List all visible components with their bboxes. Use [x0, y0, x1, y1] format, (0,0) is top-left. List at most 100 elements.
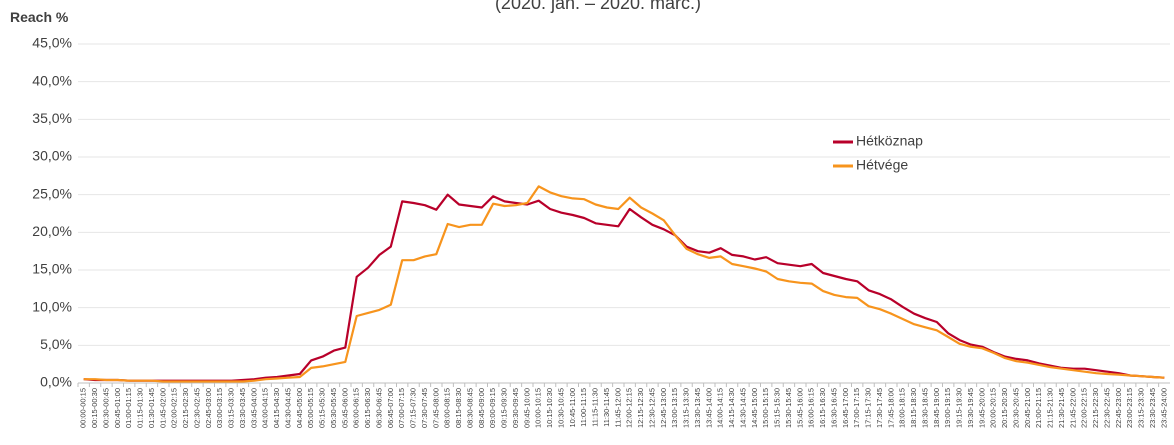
x-tick-label: 13:15-13:30 — [682, 388, 691, 428]
x-tick-label: 10:45-11:00 — [568, 388, 577, 427]
x-tick-label: 01:45-02:00 — [158, 388, 167, 428]
x-tick-label: 11:15-11:30 — [591, 388, 600, 427]
x-tick-label: 04:00-04:15 — [261, 388, 270, 428]
x-tick-label: 17:15-17:30 — [864, 388, 873, 428]
series-line — [83, 193, 1165, 382]
x-tick-label: 01:30-01:45 — [147, 388, 156, 428]
x-tick-label: 10:00-10:15 — [534, 388, 543, 428]
x-tick-label: 22:00-22:15 — [1080, 388, 1089, 428]
x-tick-label: 02:30-02:45 — [192, 388, 201, 428]
y-tick-label: 0,0% — [40, 374, 72, 390]
x-tick-label: 00:00-00:15 — [79, 388, 88, 428]
y-tick-label: 10,0% — [32, 298, 72, 314]
x-tick-label: 03:15-03:30 — [227, 388, 236, 428]
x-tick-label: 18:45-19:00 — [932, 388, 941, 428]
x-tick-label: 12:15-12:30 — [636, 388, 645, 428]
x-tick-label: 08:45-09:00 — [477, 388, 486, 428]
x-tick-label: 14:30-14:45 — [738, 388, 747, 428]
x-tick-label: 04:45-05:00 — [295, 388, 304, 428]
x-tick-label: 01:15-01:30 — [136, 388, 145, 428]
x-tick-label: 08:15-08:30 — [454, 388, 463, 428]
x-tick-label: 17:00-17:15 — [852, 388, 861, 428]
x-tick-label: 13:45-14:00 — [704, 388, 713, 428]
x-tick-label: 16:45-17:00 — [841, 388, 850, 428]
y-tick-label: 45,0% — [32, 35, 72, 51]
x-tick-label: 07:00-07:15 — [397, 388, 406, 428]
x-tick-label: 06:00-06:15 — [352, 388, 361, 428]
x-tick-label: 11:30-11:45 — [602, 388, 611, 427]
x-tick-label: 22:15-22:30 — [1091, 388, 1100, 428]
series-line — [83, 185, 1165, 383]
x-tick-label: 02:45-03:00 — [204, 388, 213, 428]
x-tick-label: 09:30-09:45 — [511, 388, 520, 428]
x-tick-label: 14:00-14:15 — [716, 388, 725, 428]
x-tick-label: 15:30-15:45 — [784, 388, 793, 428]
x-tick-label: 21:30-21:45 — [1057, 388, 1066, 428]
x-tick-label: 16:15-16:30 — [818, 388, 827, 428]
x-tick-label: 07:15-07:30 — [409, 388, 418, 428]
x-tick-label: 07:45-08:00 — [431, 388, 440, 428]
x-tick-label: 12:45-13:00 — [659, 388, 668, 428]
x-tick-label: 23:45-24:00 — [1159, 388, 1168, 428]
x-tick-label: 01:00-01:15 — [124, 388, 133, 428]
legend-label: Hétköznap — [856, 133, 923, 149]
x-tick-label: 13:00-13:15 — [670, 388, 679, 428]
x-tick-label: 17:45-18:00 — [886, 388, 895, 428]
x-tick-label: 00:15-00:30 — [90, 388, 99, 428]
x-tick-label: 18:15-18:30 — [909, 388, 918, 428]
x-tick-label: 05:45-06:00 — [340, 388, 349, 428]
x-tick-label: 20:30-20:45 — [1011, 388, 1020, 428]
x-tick-label: 20:00-20:15 — [989, 388, 998, 428]
x-tick-label: 23:00-23:15 — [1125, 388, 1134, 428]
x-tick-label: 19:30-19:45 — [966, 388, 975, 428]
x-tick-label: 17:30-17:45 — [875, 388, 884, 428]
x-tick-label: 21:15-21:30 — [1046, 388, 1055, 428]
x-tick-label: 09:00-09:15 — [488, 388, 497, 428]
x-tick-label: 12:30-12:45 — [647, 388, 656, 428]
x-tick-label: 06:45-07:00 — [386, 388, 395, 428]
x-tick-label: 09:15-09:30 — [500, 388, 509, 428]
x-tick-label: 04:15-04:30 — [272, 388, 281, 428]
y-tick-label: 15,0% — [32, 261, 72, 277]
x-tick-label: 03:45-04:00 — [249, 388, 258, 428]
x-tick-label: 21:45-22:00 — [1068, 388, 1077, 428]
x-tick-label: 00:45-01:00 — [113, 388, 122, 428]
x-tick-label: 23:15-23:30 — [1137, 388, 1146, 428]
x-tick-label: 05:30-05:45 — [329, 388, 338, 428]
x-tick-label: 22:30-22:45 — [1102, 388, 1111, 428]
x-tick-label: 05:00-05:15 — [306, 388, 315, 428]
x-tick-label: 14:15-14:30 — [727, 388, 736, 428]
x-tick-label: 20:45-21:00 — [1023, 388, 1032, 428]
x-tick-label: 23:30-23:45 — [1148, 388, 1157, 428]
x-tick-label: 06:30-06:45 — [374, 388, 383, 428]
chart-title: (2020. jan. – 2020. márc.) — [495, 0, 701, 13]
x-tick-label: 08:00-08:15 — [443, 388, 452, 428]
x-tick-label: 00:30-00:45 — [101, 388, 110, 428]
x-tick-label: 18:00-18:15 — [898, 388, 907, 428]
x-tick-label: 12:00-12:15 — [625, 388, 634, 428]
x-tick-label: 05:15-05:30 — [318, 388, 327, 428]
x-tick-label: 22:45-23:00 — [1114, 388, 1123, 428]
x-tick-label: 13:30-13:45 — [693, 388, 702, 428]
y-tick-label: 30,0% — [32, 148, 72, 164]
x-tick-label: 10:15-10:30 — [545, 388, 554, 428]
x-tick-label: 21:00-21:15 — [1034, 388, 1043, 428]
x-tick-label: 20:15-20:30 — [1000, 388, 1009, 428]
x-tick-label: 02:15-02:30 — [181, 388, 190, 428]
x-tick-label: 15:00-15:15 — [761, 388, 770, 428]
x-tick-label: 16:30-16:45 — [829, 388, 838, 428]
x-tick-label: 16:00-16:15 — [807, 388, 816, 428]
x-tick-label: 02:00-02:15 — [170, 388, 179, 428]
y-tick-label: 35,0% — [32, 110, 72, 126]
y-tick-label: 40,0% — [32, 72, 72, 88]
x-tick-label: 03:00-03:15 — [215, 388, 224, 428]
x-tick-label: 19:45-20:00 — [977, 388, 986, 428]
y-tick-label: 5,0% — [40, 336, 72, 352]
x-tick-label: 04:30-04:45 — [283, 388, 292, 428]
legend-label: Hétvége — [856, 157, 908, 173]
x-tick-label: 11:00-11:15 — [579, 388, 588, 427]
y-tick-label: 25,0% — [32, 185, 72, 201]
x-tick-label: 08:30-08:45 — [465, 388, 474, 428]
y-axis-label: Reach % — [10, 9, 69, 25]
x-tick-label: 09:45-10:00 — [522, 388, 531, 428]
